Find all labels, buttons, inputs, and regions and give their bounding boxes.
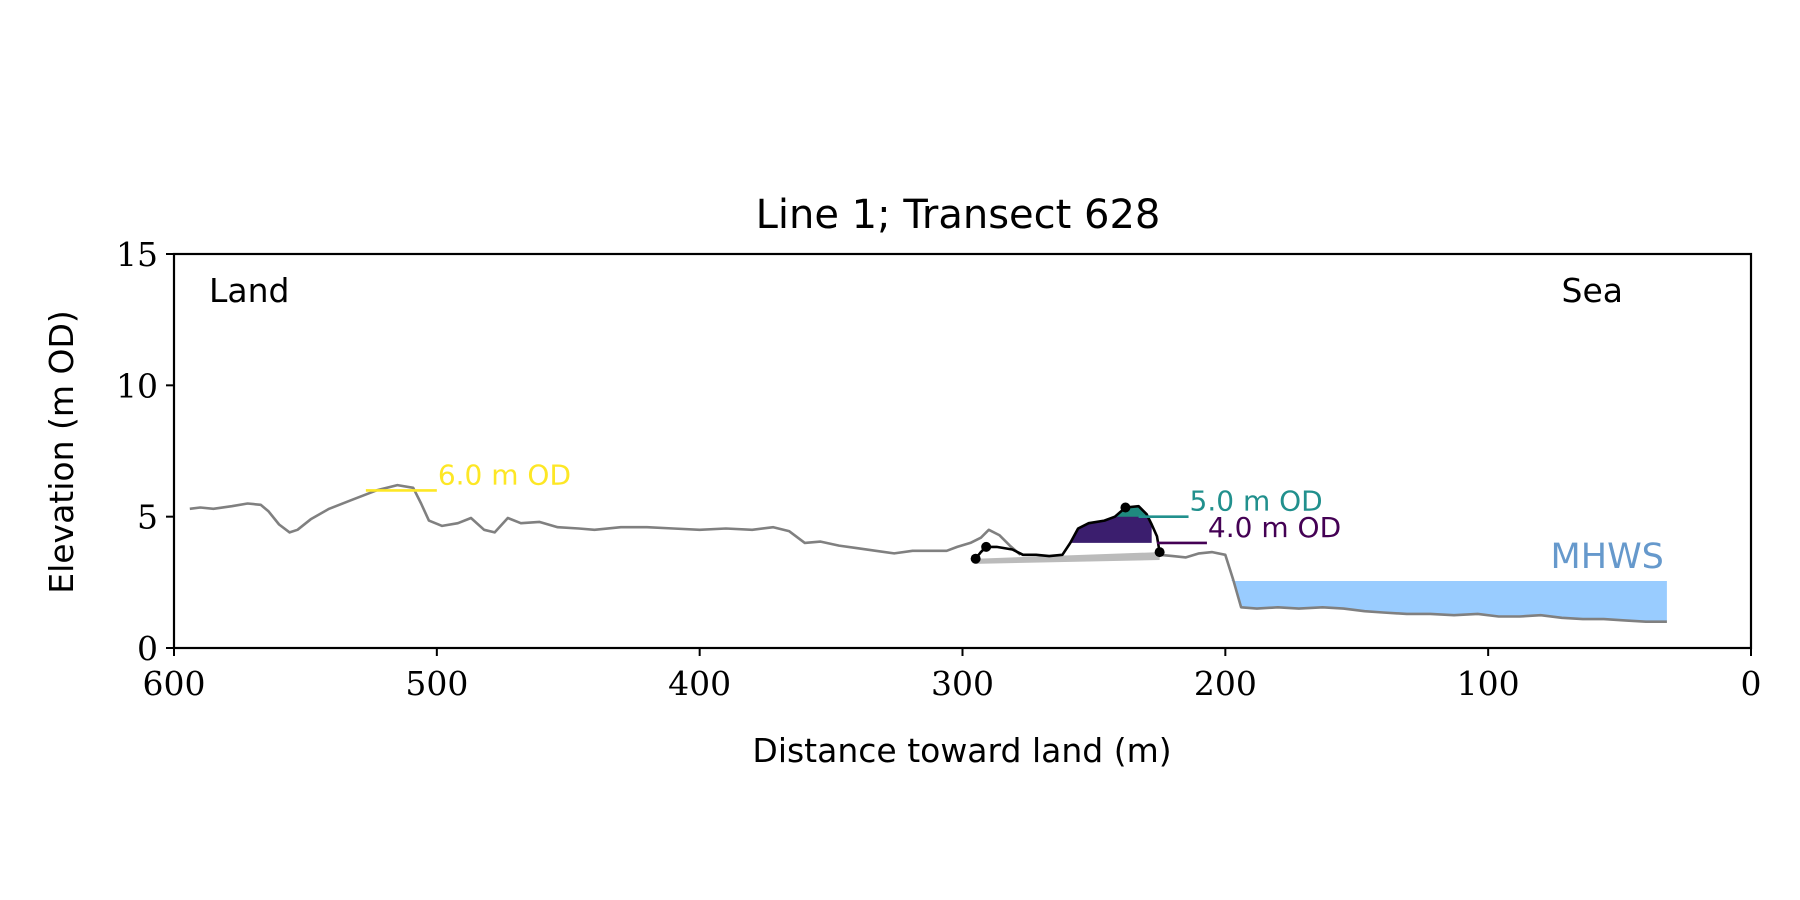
dune-marker-2 xyxy=(1120,502,1131,513)
y-tick-label-2: 10 xyxy=(116,366,158,405)
y-tick-label-1: 5 xyxy=(137,498,158,537)
annotation-label-1: 5.0 m OD xyxy=(1190,485,1323,518)
mhws-label: MHWS xyxy=(1551,537,1664,577)
dune-line xyxy=(974,504,1161,560)
profile-line xyxy=(189,483,1022,556)
y-tick-label-0: 0 xyxy=(137,629,158,668)
profile-tail-line xyxy=(1159,550,1667,624)
dune-marker-3 xyxy=(1154,547,1165,558)
y-tick-label-3: 15 xyxy=(116,235,158,274)
x-tick-label-1: 500 xyxy=(405,664,468,703)
x-tick-label-3: 300 xyxy=(931,664,994,703)
chart-title: Line 1; Transect 628 xyxy=(756,192,1161,238)
y-axis-ticks: 0 5 10 15 xyxy=(116,235,174,668)
x-axis-label: Distance toward land (m) xyxy=(752,731,1171,770)
x-tick-label-6: 0 xyxy=(1741,664,1762,703)
mhws-band xyxy=(1230,579,1667,622)
x-axis-ticks: 600 500 400 300 200 100 0 xyxy=(143,648,1762,703)
dune-marker-1 xyxy=(981,541,992,552)
x-tick-label-4: 200 xyxy=(1194,664,1257,703)
annotation-label-0: 6.0 m OD xyxy=(438,458,571,491)
land-label: Land xyxy=(209,271,289,310)
dune-base-fill xyxy=(975,552,1160,564)
sea-label: Sea xyxy=(1562,271,1623,310)
x-tick-label-0: 600 xyxy=(143,664,206,703)
dune-marker-0 xyxy=(970,553,981,564)
x-tick-label-5: 100 xyxy=(1457,664,1520,703)
y-axis-label: Elevation (m OD) xyxy=(42,310,81,594)
plot-area: 6.0 m OD 5.0 m OD4.0 m OD MHWS xyxy=(189,458,1667,624)
annotation-label-2: 4.0 m OD xyxy=(1208,511,1341,544)
x-tick-label-2: 400 xyxy=(668,664,731,703)
